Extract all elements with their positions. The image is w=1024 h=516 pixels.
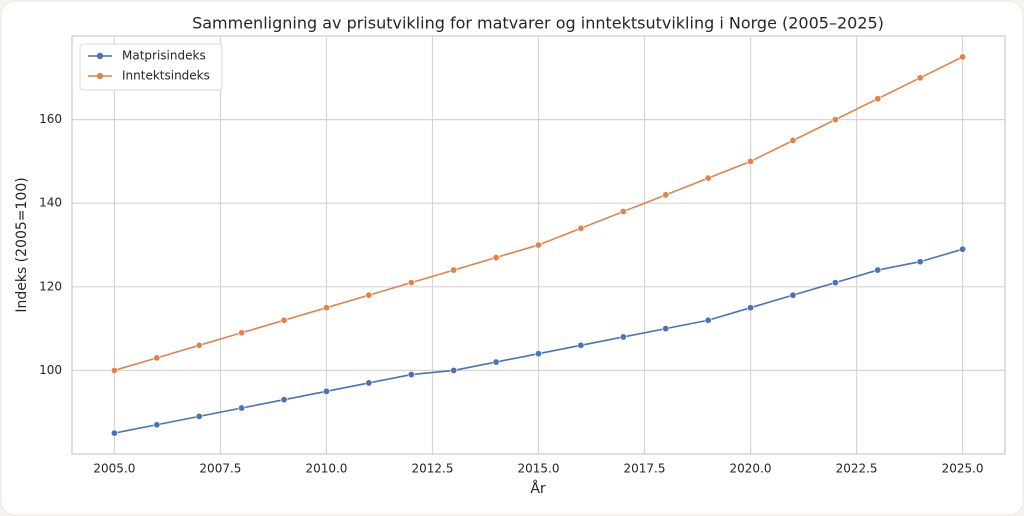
point: [365, 379, 373, 387]
point: [450, 366, 458, 374]
point: [492, 358, 500, 366]
plot-border: [71, 35, 1006, 455]
x-tick-label: 2010.0: [305, 462, 347, 476]
point: [916, 74, 924, 82]
point: [407, 279, 415, 287]
point: [195, 412, 203, 420]
point: [110, 366, 118, 374]
x-axis-label: År: [530, 480, 546, 497]
point: [280, 396, 288, 404]
point: [662, 191, 670, 199]
point: [747, 304, 755, 312]
point: [195, 341, 203, 349]
legend-marker: [96, 52, 104, 60]
x-tick-label: 2020.0: [730, 462, 772, 476]
point: [450, 266, 458, 274]
point: [959, 53, 967, 61]
y-tick-label: 120: [39, 279, 62, 293]
point: [322, 387, 330, 395]
point: [153, 421, 161, 429]
legend-marker: [96, 72, 104, 80]
point: [238, 404, 246, 412]
point: [704, 316, 712, 324]
point: [747, 157, 755, 165]
legend-label: Inntektsindeks: [122, 69, 210, 83]
x-tick-label: 2017.5: [624, 462, 666, 476]
point: [365, 291, 373, 299]
y-tick-label: 140: [39, 196, 62, 210]
point: [407, 371, 415, 379]
y-tick-label: 100: [39, 363, 62, 377]
point: [704, 174, 712, 182]
x-tick-label: 2005.0: [93, 462, 135, 476]
point: [789, 137, 797, 145]
legend: Matprisindeks Inntektsindeks: [79, 43, 223, 91]
x-tick-label: 2022.5: [836, 462, 878, 476]
point: [238, 329, 246, 337]
x-tick-label: 2015.0: [518, 462, 560, 476]
point: [619, 333, 627, 341]
point: [280, 316, 288, 324]
point: [534, 241, 542, 249]
point: [492, 254, 500, 262]
x-tick-label: 2012.5: [411, 462, 453, 476]
point: [874, 266, 882, 274]
point: [577, 224, 585, 232]
point: [959, 245, 967, 253]
point: [110, 429, 118, 437]
chart-title: Sammenligning av prisutvikling for matva…: [192, 14, 884, 33]
legend-box: [79, 43, 223, 91]
point: [534, 350, 542, 358]
point: [831, 279, 839, 287]
point: [662, 325, 670, 333]
point: [322, 304, 330, 312]
point: [577, 341, 585, 349]
point: [153, 354, 161, 362]
point: [831, 116, 839, 124]
point: [789, 291, 797, 299]
point: [874, 95, 882, 103]
legend-label: Matprisindeks: [122, 49, 206, 63]
point: [916, 258, 924, 266]
y-axis-label: Indeks (2005=100): [14, 177, 30, 312]
point: [619, 208, 627, 216]
y-tick-label: 160: [39, 112, 62, 126]
x-tick-label: 2007.5: [199, 462, 241, 476]
x-tick-label: 2025.0: [942, 462, 984, 476]
